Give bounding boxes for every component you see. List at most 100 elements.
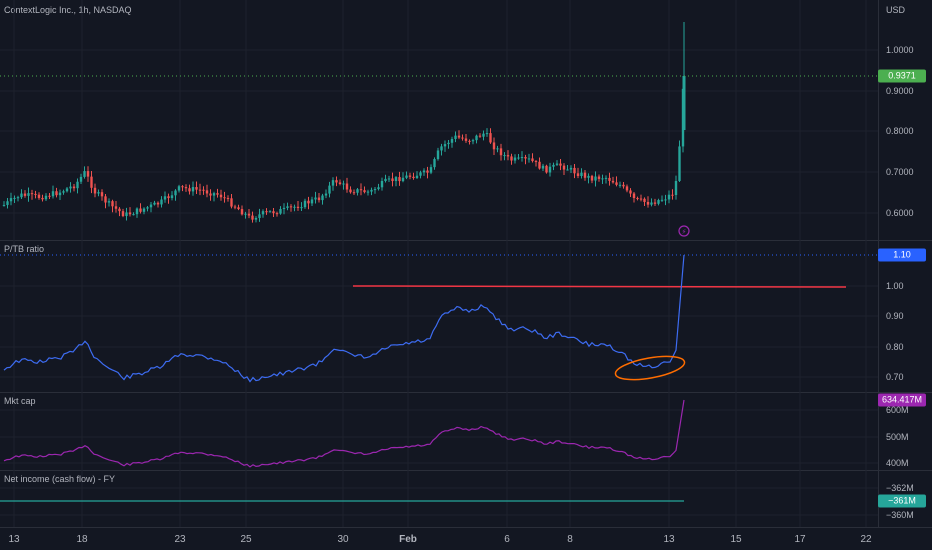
candle-body xyxy=(646,201,650,205)
pane-separator[interactable] xyxy=(0,470,932,471)
candle-body xyxy=(254,217,258,220)
candle-body xyxy=(601,178,604,180)
candle-body xyxy=(233,206,237,208)
time-tick: 30 xyxy=(337,534,349,545)
candle-body xyxy=(657,200,660,204)
candle-body xyxy=(202,189,205,191)
price-scale[interactable] xyxy=(878,0,932,527)
candle-body xyxy=(174,190,177,196)
candle-body xyxy=(230,198,233,207)
candle-body xyxy=(384,178,387,182)
candle-body xyxy=(349,189,352,193)
candle-body xyxy=(674,180,678,196)
candle-body xyxy=(461,137,464,139)
pane-separator[interactable] xyxy=(0,240,932,241)
candle-body xyxy=(296,206,300,208)
candle-body xyxy=(359,189,363,191)
candle-body xyxy=(356,189,359,193)
candle-body xyxy=(251,215,254,220)
candle-body xyxy=(149,204,153,208)
candle-body xyxy=(90,176,93,188)
candle-body xyxy=(394,177,398,182)
candle-body xyxy=(62,191,65,193)
candle-body xyxy=(181,186,184,188)
ptb-series xyxy=(0,254,878,383)
candle-body xyxy=(20,193,23,198)
candle-body xyxy=(65,188,69,192)
time-tick: 23 xyxy=(174,534,186,545)
candle-body xyxy=(216,193,219,195)
candle-body xyxy=(44,195,48,200)
candle-body xyxy=(37,194,41,198)
candle-body xyxy=(107,201,111,203)
candle-body xyxy=(569,167,573,170)
candle-body xyxy=(258,214,261,218)
chart-title: ContextLogic Inc., 1h, NASDAQ xyxy=(4,5,132,15)
candle-body xyxy=(506,155,510,157)
candle-body xyxy=(678,146,681,181)
candle-body xyxy=(118,208,121,212)
time-tick: 17 xyxy=(794,534,806,545)
candle-body xyxy=(366,191,370,193)
candle-body xyxy=(219,194,223,198)
lightning-event-icon[interactable] xyxy=(678,225,690,237)
candle-body xyxy=(604,177,608,179)
price-tick: 0.6000 xyxy=(886,208,914,218)
candle-body xyxy=(317,197,321,201)
time-axis-separator xyxy=(0,527,932,528)
candle-body xyxy=(398,177,401,182)
candle-body xyxy=(188,188,191,192)
candle-body xyxy=(121,211,125,217)
candle-body xyxy=(275,213,279,215)
mktcap-series xyxy=(3,399,685,468)
candle-body xyxy=(265,211,268,213)
candle-body xyxy=(573,167,576,174)
candle-body xyxy=(111,201,114,207)
candle-body xyxy=(608,177,611,181)
candlestick-series xyxy=(0,22,878,223)
candle-body xyxy=(114,206,118,209)
candle-body xyxy=(282,207,286,210)
candle-body xyxy=(314,197,317,200)
candle-body xyxy=(268,211,272,213)
ptb-horizontal-line xyxy=(352,285,847,288)
candle-body xyxy=(363,190,366,193)
candle-body xyxy=(212,193,216,196)
candle-body xyxy=(478,135,482,137)
candle-body xyxy=(380,181,384,188)
candle-body xyxy=(93,187,97,194)
candle-body xyxy=(16,197,20,199)
candle-body xyxy=(485,133,489,135)
candle-body xyxy=(335,180,338,183)
lightning-glyph: ⚡ xyxy=(682,228,687,236)
candle-body xyxy=(482,133,485,137)
candle-body xyxy=(433,159,436,168)
candle-body xyxy=(419,172,422,176)
mktcap-pane-label: Mkt cap xyxy=(4,396,36,406)
candle-body xyxy=(48,195,51,197)
candle-body xyxy=(104,196,107,203)
ptb-line xyxy=(3,254,685,383)
candle-body xyxy=(331,180,335,186)
candle-body xyxy=(303,200,307,208)
candle-body xyxy=(468,140,471,142)
candle-body xyxy=(541,165,545,169)
candle-body xyxy=(240,209,244,215)
candle-body xyxy=(545,165,548,173)
pane-separator[interactable] xyxy=(0,392,932,393)
mktcap-last-badge: 634.417M xyxy=(878,393,926,407)
candle-body xyxy=(13,197,16,199)
chart-canvas[interactable]: ⚡ xyxy=(0,0,878,527)
candle-body xyxy=(58,192,62,196)
candle-body xyxy=(653,202,657,204)
ptb-last-badge: 1.10 xyxy=(878,248,926,262)
candle-body xyxy=(415,175,419,178)
candle-body xyxy=(513,157,517,161)
candle-body xyxy=(223,197,226,199)
candle-body xyxy=(30,193,34,195)
candle-body xyxy=(328,185,331,194)
candle-body xyxy=(184,187,188,189)
candle-body xyxy=(496,148,499,150)
candle-body xyxy=(405,175,408,178)
candle-body xyxy=(548,166,552,173)
